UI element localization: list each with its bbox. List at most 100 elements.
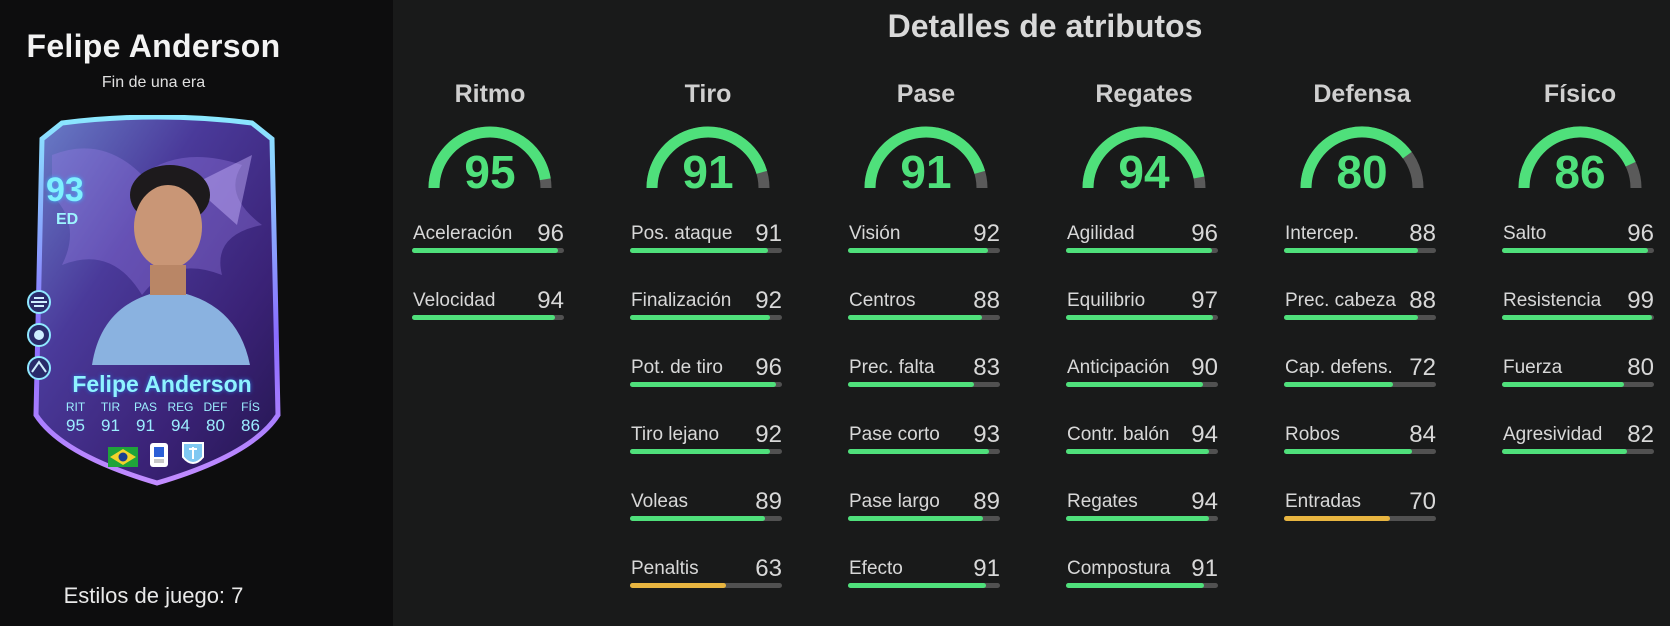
attribute-value: 89 — [973, 488, 1000, 515]
attribute-row: Agilidad 96 — [1064, 220, 1224, 260]
attribute-row: Penaltis 63 — [628, 555, 788, 595]
attribute-name: Resistencia — [1503, 290, 1602, 311]
attribute-name: Pot. de tiro — [631, 357, 723, 378]
attribute-value: 89 — [755, 488, 782, 515]
attribute-value: 96 — [537, 220, 564, 247]
club-badge-icon — [182, 442, 204, 464]
attribute-bar-track — [1284, 382, 1436, 387]
attribute-row: Cap. defens. 72 — [1282, 354, 1442, 394]
attribute-name: Pos. ataque — [631, 223, 733, 244]
attribute-bar-track — [1284, 315, 1436, 320]
attribute-bar-fill — [630, 583, 726, 588]
card-stat: RIT 95 — [65, 400, 86, 435]
attribute-name: Agilidad — [1067, 223, 1135, 244]
attribute-name: Prec. falta — [849, 357, 935, 378]
gauge-fill — [428, 126, 551, 189]
attribute-value: 82 — [1627, 421, 1654, 448]
attribute-value: 96 — [755, 354, 782, 381]
attribute-row: Efecto 91 — [846, 555, 1006, 595]
attribute-bar-track — [848, 449, 1000, 454]
attribute-value: 92 — [755, 287, 782, 314]
attribute-row: Equilibrio 97 — [1064, 287, 1224, 327]
attribute-row: Finalización 92 — [628, 287, 788, 327]
player-card[interactable]: 93 ED Felipe Anderson RIT 95 TIR 91 PAS 91 … — [22, 115, 292, 490]
attribute-value: 96 — [1191, 220, 1218, 247]
attribute-bar-track — [1066, 583, 1218, 588]
attribute-bar-track — [1284, 449, 1436, 454]
page-title: Detalles de atributos — [887, 8, 1203, 44]
card-stat: FÍS 86 — [241, 400, 260, 435]
attribute-row: Tiro lejano 92 — [628, 421, 788, 461]
attribute-name: Agresividad — [1503, 424, 1603, 445]
category-gauge — [1300, 126, 1424, 189]
attribute-row: Anticipación 90 — [1064, 354, 1224, 394]
attribute-bar-fill — [1502, 248, 1648, 253]
attribute-name: Finalización — [631, 290, 732, 311]
attribute-bar-fill — [1066, 382, 1203, 387]
attribute-bar-fill — [1066, 248, 1212, 253]
gauge-fill — [646, 126, 768, 189]
attribute-value: 94 — [1191, 421, 1218, 448]
attribute-bar-fill — [1066, 315, 1214, 320]
attribute-value: 63 — [755, 555, 782, 582]
attribute-bar-track — [848, 382, 1000, 387]
attribute-row: Pos. ataque 91 — [628, 220, 788, 260]
attribute-row: Aceleración 96 — [410, 220, 570, 260]
category-value: 80 — [1336, 146, 1388, 198]
attribute-bar-track — [1066, 449, 1218, 454]
category-name: Físico — [1543, 80, 1617, 108]
attribute-bar-fill — [1284, 315, 1418, 320]
attribute-bar-track — [1066, 315, 1218, 320]
attribute-bar-track — [1284, 248, 1436, 253]
category-gauge — [428, 126, 552, 189]
attribute-row: Compostura 91 — [1064, 555, 1224, 595]
attribute-row: Pase largo 89 — [846, 488, 1006, 528]
attribute-row: Visión 92 — [846, 220, 1006, 260]
attribute-bar-track — [412, 315, 564, 320]
attribute-name: Efecto — [849, 558, 903, 579]
attribute-bar-fill — [1066, 583, 1205, 588]
category-value: 91 — [900, 146, 952, 198]
attribute-bar-track — [848, 248, 1000, 253]
card-version-label: Fin de una era — [101, 74, 206, 91]
attribute-row: Prec. cabeza 88 — [1282, 287, 1442, 327]
attribute-bar-track — [848, 516, 1000, 521]
attribute-value: 93 — [973, 421, 1000, 448]
gauge-fill — [864, 126, 986, 189]
attribute-bar-track — [630, 583, 782, 588]
attribute-name: Velocidad — [413, 290, 496, 311]
attribute-bar-fill — [1284, 449, 1412, 454]
card-stat: TIR 91 — [100, 400, 121, 435]
card-stat: DEF 80 — [203, 400, 228, 435]
card-rating: 93 — [46, 171, 84, 209]
attribute-bar-fill — [1502, 449, 1627, 454]
attribute-value: 92 — [973, 220, 1000, 247]
attribute-name: Tiro lejano — [631, 424, 720, 445]
attribute-bar-fill — [848, 382, 975, 387]
attribute-value: 80 — [1627, 354, 1654, 381]
attribute-value: 84 — [1409, 421, 1436, 448]
attribute-name: Pase corto — [849, 424, 940, 445]
attribute-bar-track — [848, 583, 1000, 588]
attribute-bar-track — [630, 516, 782, 521]
attribute-bar-track — [1502, 248, 1654, 253]
attribute-bar-fill — [848, 315, 982, 320]
attribute-row: Salto 96 — [1500, 220, 1660, 260]
card-frame — [33, 115, 281, 486]
attribute-value: 88 — [973, 287, 1000, 314]
category-value: 86 — [1554, 146, 1606, 198]
attribute-value: 99 — [1627, 287, 1654, 314]
attribute-bar-fill — [1066, 449, 1209, 454]
attribute-bar-fill — [1066, 516, 1209, 521]
attribute-bar-fill — [1284, 516, 1391, 521]
attribute-name: Aceleración — [413, 223, 513, 244]
attribute-bar-fill — [412, 248, 558, 253]
attribute-value: 96 — [1627, 220, 1654, 247]
attribute-name: Prec. cabeza — [1285, 290, 1396, 311]
attribute-name: Contr. balón — [1067, 424, 1170, 445]
attribute-name: Salto — [1503, 223, 1547, 244]
attribute-row: Pase corto 93 — [846, 421, 1006, 461]
player-panel: Felipe Anderson Fin de una era — [0, 0, 393, 626]
attribute-name: Centros — [849, 290, 916, 311]
attribute-row: Velocidad 94 — [410, 287, 570, 327]
